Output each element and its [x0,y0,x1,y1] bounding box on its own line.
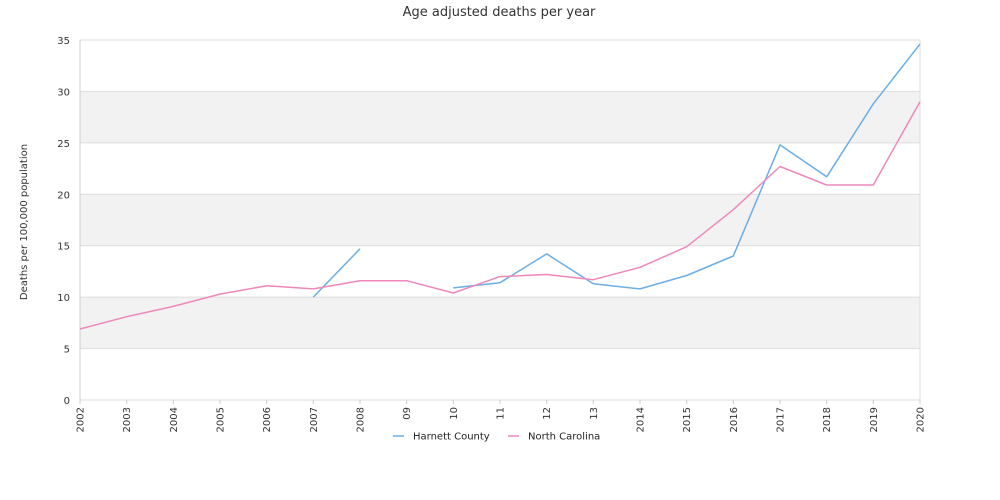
x-tick-label: 2020 [916,407,927,432]
y-tick-label: 30 [57,87,70,98]
series-line [453,43,921,290]
y-tick-label: 10 [57,293,70,304]
y-tick-label: 20 [57,190,70,201]
x-tick-label: 2016 [729,407,740,432]
x-tick-label: 2015 [682,407,693,432]
legend: Harnett County North Carolina [393,432,600,443]
x-tick-label: 2008 [356,407,367,432]
y-tick-label: 15 [57,242,70,253]
grid-bands [80,91,920,349]
y-axis-ticks: 0 5 10 15 20 25 30 35 [57,36,70,407]
x-axis-ticks: 2002 2003 2004 2005 2006 2007 2008 09 10 11 12 13 20… [76,400,927,432]
y-tick-label: 25 [57,139,70,150]
legend-label: North Carolina [528,432,600,443]
x-tick-label: 2005 [216,407,227,432]
grid-band [80,194,920,246]
x-tick-label: 2006 [262,407,273,432]
grid-band [80,297,920,349]
x-tick-label: 2019 [869,407,880,432]
x-tick-label: 13 [589,407,600,420]
x-tick-label: 2017 [776,407,787,432]
x-tick-label: 09 [402,407,413,420]
series-lines [79,43,921,330]
x-tick-label: 2003 [122,407,133,432]
x-tick-label: 2007 [309,407,320,432]
grid-lines [79,39,921,401]
grid-band [80,91,920,143]
x-tick-label: 12 [542,407,553,420]
x-tick-label: 2018 [822,407,833,432]
x-tick-label: 11 [496,407,507,420]
legend-label: Harnett County [413,432,490,443]
chart-title: Age adjusted deaths per year [403,5,596,20]
y-tick-label: 5 [64,345,70,356]
y-axis-title: Deaths per 100,000 population [19,144,30,300]
x-tick-label: 2004 [169,407,180,432]
y-tick-label: 35 [57,36,70,47]
series-line [312,248,361,298]
x-tick-label: 2014 [636,407,647,432]
series-line [79,101,921,330]
y-tick-label: 0 [64,396,70,407]
x-tick-label: 2002 [76,407,87,432]
x-tick-label: 10 [449,407,460,420]
